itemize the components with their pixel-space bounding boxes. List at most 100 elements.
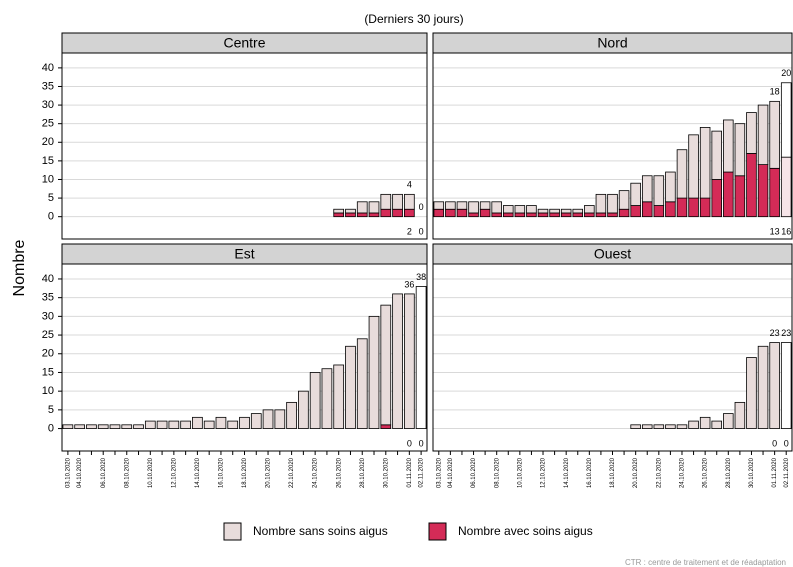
x-tick-label: 02.11.2020: [784, 457, 790, 487]
x-tick-label: 10.10.2020: [517, 457, 523, 488]
bar-segment: [180, 420, 191, 429]
panel-title: Est: [234, 246, 254, 262]
bar-segment: [368, 201, 380, 214]
value-label: 36: [404, 279, 414, 289]
x-tick-label: 08.10.2020: [124, 457, 130, 488]
x-tick-label: 16.10.2020: [587, 457, 593, 488]
bar-segment: [780, 156, 792, 218]
y-tick-label: 15: [42, 155, 54, 167]
y-tick-label: 5: [48, 192, 54, 204]
value-label: 0: [419, 202, 424, 212]
y-tick-label: 5: [48, 404, 54, 416]
bar-segment: [503, 205, 514, 214]
bar-segment: [688, 420, 699, 429]
x-tick-label: 18.10.2020: [242, 457, 248, 488]
panel-frame: [432, 52, 793, 240]
bar-segment: [74, 424, 86, 429]
y-tick-label: 10: [42, 173, 54, 185]
y-tick-label: 25: [42, 118, 54, 130]
x-tick-label: 08.10.2020: [494, 457, 500, 488]
legend-swatch: [223, 522, 242, 541]
bar-segment: [333, 208, 345, 214]
value-label: 13: [770, 226, 780, 236]
x-tick-label: 30.10.2020: [383, 457, 389, 488]
bar-segment: [345, 208, 356, 214]
bar-segment: [769, 100, 780, 169]
x-tick-label: 26.10.2020: [336, 457, 342, 488]
footnote: CTR : centre de traitement et de réadapt…: [625, 558, 786, 567]
y-tick-label: 30: [42, 310, 54, 322]
x-tick-label: 03.10.2020: [65, 457, 71, 488]
value-label: 23: [781, 328, 791, 338]
bar-segment: [491, 201, 502, 214]
x-tick-label: 14.10.2020: [564, 457, 570, 488]
bar-segment: [572, 208, 584, 214]
bar-segment: [333, 212, 345, 218]
bar-segment: [572, 212, 584, 218]
bar-segment: [415, 286, 427, 429]
bar-segment: [456, 208, 468, 218]
legend-swatch: [428, 522, 447, 541]
bar-segment: [403, 193, 415, 210]
bar-segment: [491, 212, 502, 218]
x-tick-label: 20.10.2020: [633, 457, 639, 488]
bar-segment: [780, 342, 792, 429]
y-tick-label: 15: [42, 366, 54, 378]
bar-segment: [618, 190, 630, 210]
bar-segment: [239, 416, 250, 429]
bar-segment: [144, 420, 156, 429]
bar-segment: [699, 127, 711, 199]
bar-segment: [711, 420, 722, 429]
y-tick-label: 20: [42, 348, 54, 360]
y-tick-label: 20: [42, 136, 54, 148]
x-tick-label: 18.10.2020: [610, 457, 616, 488]
bar-segment: [688, 197, 699, 218]
bar-segment: [445, 201, 456, 210]
bar-segment: [215, 416, 227, 429]
value-label: 18: [770, 87, 780, 97]
chart-subtitle: (Derniers 30 jours): [364, 12, 463, 26]
bar-segment: [699, 197, 711, 218]
bar-segment: [526, 212, 537, 218]
bar-segment: [560, 212, 572, 218]
bar-segment: [653, 175, 665, 206]
value-label: 0: [407, 438, 412, 448]
x-tick-label: 03.10.2020: [436, 457, 442, 488]
x-tick-label: 06.10.2020: [101, 457, 107, 488]
legend-label: Nombre avec soins aigus: [458, 524, 593, 538]
bar-segment: [769, 342, 780, 429]
x-tick-label: 28.10.2020: [726, 457, 732, 488]
bar-segment: [392, 193, 403, 210]
y-tick-label: 40: [42, 62, 54, 74]
bar-segment: [286, 401, 297, 429]
bar-segment: [746, 112, 757, 154]
bar-segment: [479, 208, 491, 218]
bar-segment: [309, 372, 321, 429]
value-label: 0: [772, 438, 777, 448]
y-tick-label: 40: [42, 273, 54, 285]
value-label: 2: [407, 226, 412, 236]
bar-segment: [356, 212, 368, 218]
bar-segment: [723, 413, 734, 429]
bar-segment: [433, 201, 445, 210]
bar-segment: [676, 424, 688, 429]
bar-segment: [392, 293, 403, 429]
bar-segment: [356, 201, 368, 214]
bar-segment: [392, 208, 403, 218]
bar-segment: [433, 208, 445, 218]
bar-segment: [380, 193, 392, 210]
bar-segment: [595, 193, 607, 214]
x-tick-label: 24.10.2020: [313, 457, 319, 488]
bar-segment: [456, 201, 468, 210]
bar-segment: [711, 130, 722, 180]
x-tick-label: 01.11.2020: [407, 457, 413, 487]
bar-segment: [250, 413, 262, 429]
bar-segment: [630, 205, 641, 218]
bar-segment: [380, 208, 392, 218]
bar-segment: [503, 212, 514, 218]
bar-segment: [468, 212, 479, 218]
bar-segment: [746, 357, 757, 429]
bar-segment: [345, 345, 356, 429]
bar-segment: [274, 409, 286, 429]
